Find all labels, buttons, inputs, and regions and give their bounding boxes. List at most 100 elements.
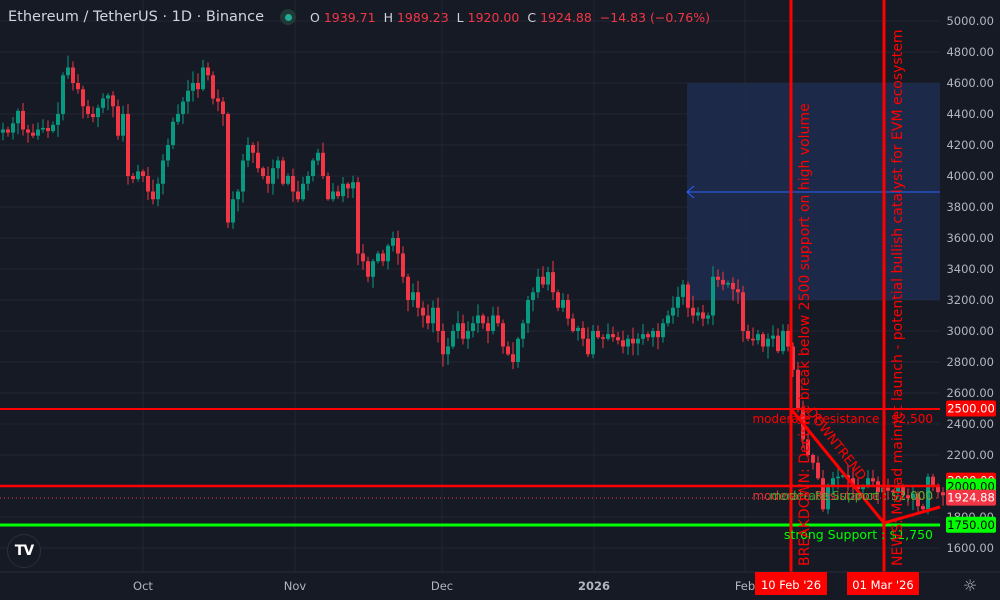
candle-body xyxy=(116,106,120,136)
candle-body xyxy=(301,183,305,200)
candle-body xyxy=(221,101,225,114)
candle-body xyxy=(521,323,525,339)
candle-body xyxy=(86,106,90,114)
candle-body xyxy=(831,478,835,486)
candle-body xyxy=(856,486,860,490)
open-value: 1939.71 xyxy=(323,9,376,25)
rebound-trend-line[interactable] xyxy=(883,505,941,525)
candle-body xyxy=(731,282,735,290)
date-marker-badge[interactable] xyxy=(847,572,919,595)
price-tick-label: 2400.00 xyxy=(946,417,994,431)
candle-body xyxy=(611,334,615,338)
candle-body xyxy=(646,334,650,338)
support-1750-label: strong Support : $1,750 xyxy=(784,527,933,542)
candle-body xyxy=(306,176,310,184)
symbol-title[interactable]: Ethereum / TetherUS · 1D · Binance xyxy=(8,9,265,25)
candle-body xyxy=(571,318,575,331)
price-tick-label: 1600.00 xyxy=(946,541,994,555)
time-axis[interactable]: Oct Nov Dec 2026 Feb 10 Feb '26 01 Mar '26 xyxy=(133,572,919,595)
price-tick-label: 5000.00 xyxy=(946,14,994,28)
candle-body xyxy=(776,335,780,352)
candle-body xyxy=(696,312,700,316)
tradingview-logo-icon[interactable]: TV xyxy=(7,534,41,568)
candle-body xyxy=(591,331,595,355)
date-marker-badge[interactable] xyxy=(755,572,827,595)
candle-body xyxy=(296,191,300,200)
candle-body xyxy=(371,261,375,277)
candle-body xyxy=(56,114,60,125)
candle-body xyxy=(106,95,110,99)
candle-body xyxy=(526,300,530,324)
candle-body xyxy=(481,315,485,324)
candle-body xyxy=(241,160,245,192)
candle-body xyxy=(901,486,905,496)
time-tick-label: 2026 xyxy=(578,579,610,593)
downtrend-line[interactable] xyxy=(789,408,886,524)
candle-body xyxy=(796,369,800,409)
candle-body xyxy=(751,338,755,341)
candle-body xyxy=(711,276,715,316)
candle-body xyxy=(66,67,70,76)
candle-body xyxy=(226,114,230,223)
candle-body xyxy=(601,337,605,339)
high-key: H xyxy=(383,9,393,25)
price-axis[interactable]: 5000.00 4800.00 4600.00 4400.00 4200.00 4000.… xyxy=(946,14,996,555)
time-tick-label: Feb xyxy=(735,579,755,593)
price-tick-label: 2800.00 xyxy=(946,355,994,369)
candle-body xyxy=(911,493,915,499)
market-status-icon[interactable] xyxy=(280,9,297,25)
candle-body xyxy=(216,98,220,102)
candle-body xyxy=(46,127,50,132)
candle-body xyxy=(336,191,340,197)
candle-body xyxy=(246,145,250,161)
candle-body xyxy=(256,152,260,169)
candle-body xyxy=(671,307,675,316)
candle-body xyxy=(346,183,350,189)
candle-body xyxy=(276,160,280,169)
candle-body xyxy=(596,331,600,338)
candle-body xyxy=(821,478,825,510)
candle-body xyxy=(121,114,125,136)
breakdown-label: BREAKDOWN: Decisive break below 2500 sup… xyxy=(797,103,813,566)
candle-body xyxy=(166,145,170,161)
time-tick-label: Nov xyxy=(284,579,307,593)
price-label-badge[interactable] xyxy=(946,400,996,417)
candle-body xyxy=(531,292,535,300)
candle-body xyxy=(11,123,15,133)
price-label-badge[interactable] xyxy=(946,489,996,506)
candle-body xyxy=(211,75,215,99)
candle-body xyxy=(661,323,665,338)
candle-body xyxy=(81,89,85,107)
candle-body xyxy=(891,490,895,493)
candle-body xyxy=(171,121,175,145)
candle-body xyxy=(411,292,415,300)
date-marker-text: 10 Feb '26 xyxy=(761,578,821,592)
candle-body xyxy=(721,279,725,285)
candle-body xyxy=(361,253,365,262)
change-value: −14.83 (−0.76%) xyxy=(599,9,710,25)
candle-body xyxy=(771,335,775,339)
candle-body xyxy=(896,486,900,493)
candle-body xyxy=(6,129,10,133)
candle-body xyxy=(1,129,5,133)
price-label-badge[interactable] xyxy=(946,516,996,533)
candle-body xyxy=(686,284,690,308)
close-key: C xyxy=(527,9,537,25)
candle-body xyxy=(76,83,80,90)
candle-body xyxy=(606,334,610,339)
candle-body xyxy=(191,83,195,91)
symbol-header: Ethereum / TetherUS · 1D · Binance O 1939… xyxy=(8,7,714,27)
candle-body xyxy=(126,114,130,176)
settings-gear-icon[interactable]: ☼ xyxy=(962,576,978,595)
candle-body xyxy=(656,331,660,338)
candle-body xyxy=(706,315,710,319)
price-tick-label: 4400.00 xyxy=(946,107,994,121)
candle-body xyxy=(926,476,930,510)
candle-body xyxy=(461,323,465,339)
candle-body xyxy=(261,168,265,176)
candle-body xyxy=(96,107,100,118)
candle-body xyxy=(386,245,390,262)
left-arrow-icon[interactable] xyxy=(686,185,940,199)
candle-body xyxy=(236,191,240,200)
